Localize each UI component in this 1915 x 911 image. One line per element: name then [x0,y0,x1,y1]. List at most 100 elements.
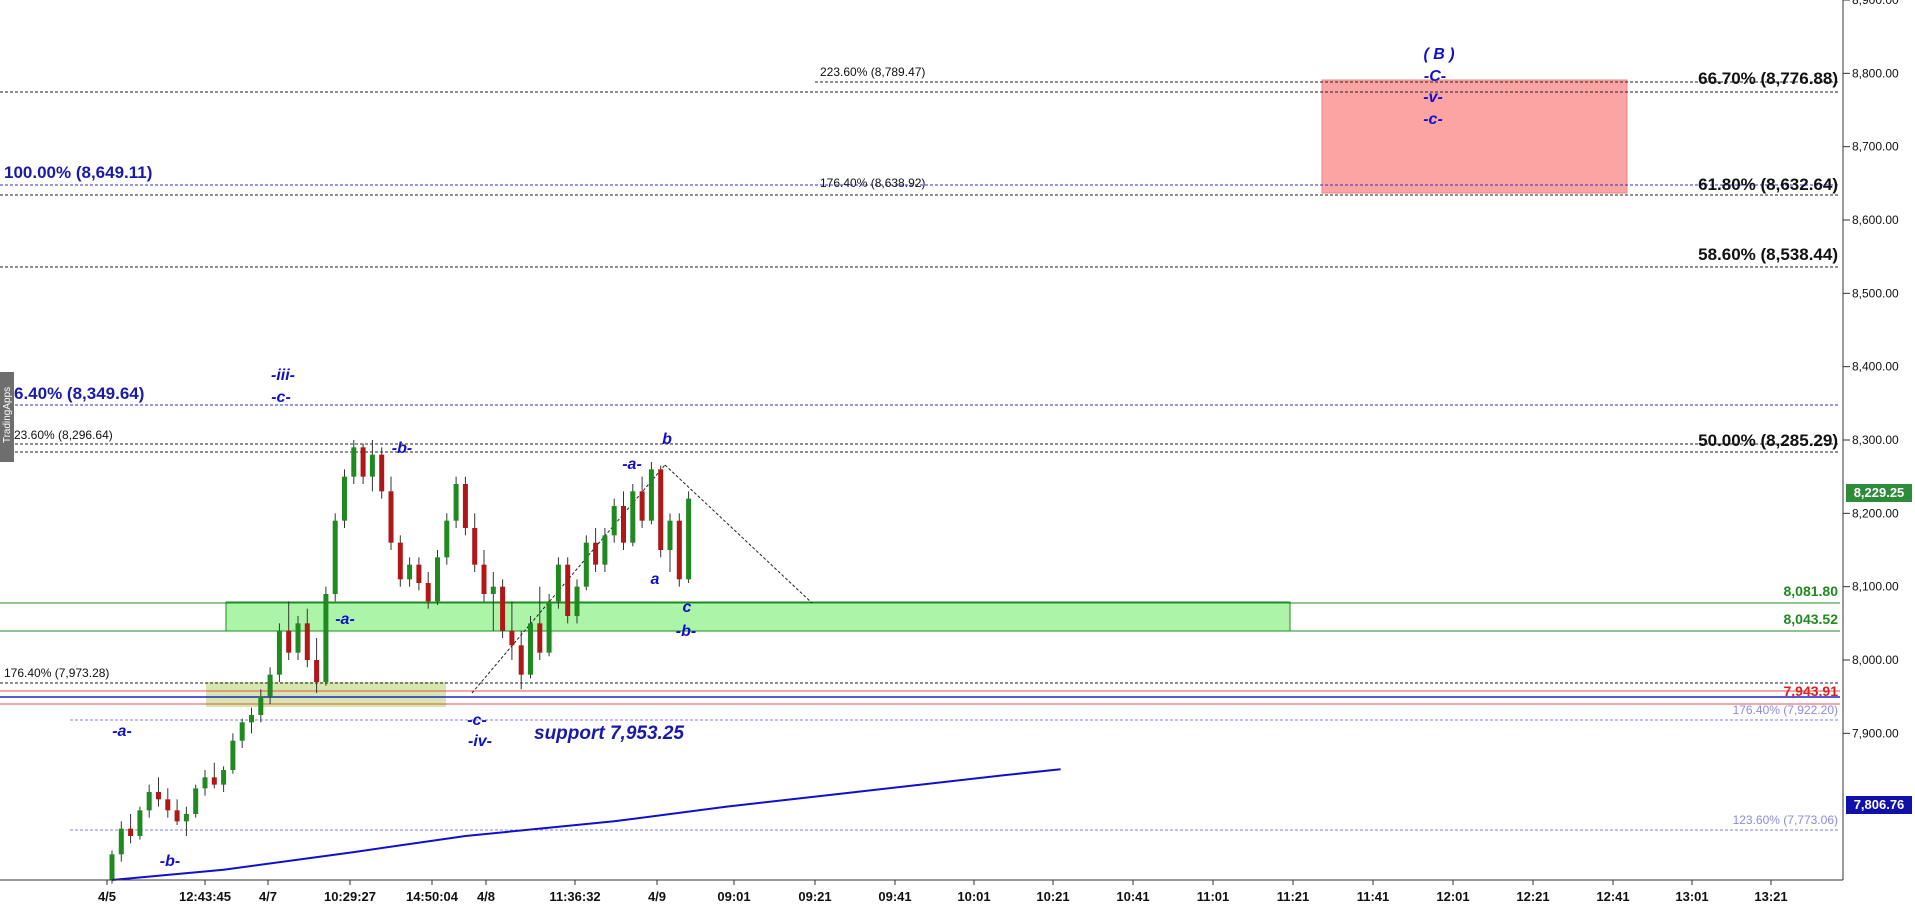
candle-down [593,542,599,565]
candle-down [128,828,134,836]
candle-down [518,645,524,675]
x-tick-label: 4/8 [477,889,495,904]
x-tick-label: 4/7 [259,889,277,904]
candle-up [630,491,636,543]
candlesticks [109,440,692,884]
y-tick-label: 8,300.00 [1852,433,1899,447]
candle-up [611,506,617,536]
candle-up [295,623,301,653]
candle-down [156,792,161,800]
red-target-zone [1321,79,1628,194]
level-label-100: 100.00% (8,649.11) [4,163,152,182]
faint-label-123-6: 123.60% (7,773.06) [1733,813,1838,827]
x-axis-ticks: 4/5 12:43:45 4/7 10:29:27 14:50:04 4/8 11:36:3… [98,880,1788,904]
red-level-label: 7,943.91 [1784,683,1839,699]
wave-label-a-right: -a- [622,456,642,473]
candle-up [146,792,152,811]
y-tick-label: 8,600.00 [1852,213,1899,227]
candle-down [658,469,664,550]
candle-up [193,788,199,814]
wave-label-a-small: a [651,571,660,588]
green-support-zone [225,601,1291,632]
candle-up [276,630,282,675]
wave-label-c-small: c [683,599,692,616]
x-tick-label: 10:21 [1036,889,1069,904]
ma-price-badge: 7,806.76 [1846,796,1912,814]
candle-down [639,491,645,521]
y-tick-label: 8,400.00 [1852,360,1899,374]
candle-down [537,623,543,653]
y-tick-label: 8,500.00 [1852,286,1899,300]
wave-label-b-zone: -b- [676,623,696,640]
x-tick-label: 14:50:04 [406,889,459,904]
candle-down [462,484,468,528]
candle-down [621,506,626,543]
candle-down [481,564,487,594]
candle-down [165,799,171,811]
candle-down [304,623,310,660]
mid-label-176-4: 176.40% (8,638.92) [820,176,925,190]
wave-label-iii: -iii- [271,367,295,384]
candle-down [174,810,180,822]
candle-up [583,542,589,587]
level-label-66-7: 66.70% (8,776.88) [1698,69,1838,88]
candle-up [342,476,347,521]
candle-up [555,564,561,602]
faint-label-176-4: 176.40% (7,922.20) [1733,703,1838,717]
candle-up [323,594,329,682]
candle-up [249,715,254,723]
y-tick-label: 8,200.00 [1852,506,1899,520]
x-tick-label: 12:01 [1436,889,1469,904]
y-tick-label: 7,900.00 [1852,726,1899,740]
zone-label-top: 8,081.80 [1784,583,1839,599]
mid-label-223-6: 223.60% (8,789.47) [820,65,925,79]
x-tick-label: 12:41 [1596,889,1629,904]
candle-down [211,777,217,785]
candle-up [118,828,124,855]
candle-up [686,498,692,580]
wave-label-c-top: -c- [1423,111,1443,128]
y-tick-label: 8,000.00 [1852,653,1899,667]
candle-down [397,542,403,580]
zone-label-bottom: 8,043.52 [1784,611,1839,627]
candle-up [490,586,496,594]
candle-up [546,601,552,653]
x-tick-label: 09:21 [798,889,831,904]
candle-down [565,564,571,616]
wave-labels: ( B ) -C- -v- -c- -iii- -c- -b- -a- b a … [112,46,1454,870]
candle-up [574,586,580,616]
x-tick-label: 11:01 [1197,889,1230,904]
wave-label-B: ( B ) [1423,46,1454,63]
candle-up [435,557,440,602]
wave-label-iv: -iv- [468,733,492,750]
candle-up [137,810,143,836]
candle-up [369,454,375,477]
x-tick-label: 12:21 [1516,889,1549,904]
candle-up [351,447,357,477]
x-tick-label: 09:01 [717,889,750,904]
candle-down [416,564,422,583]
moving-average-line [111,768,1061,881]
candle-up [239,722,245,741]
x-tick-label: 4/9 [648,889,666,904]
y-tick-label: 8,700.00 [1852,140,1899,154]
candle-down [314,660,320,682]
y-tick-label: 8,800.00 [1852,66,1899,80]
wave-label-b-small: b [662,431,672,448]
candle-up [444,520,450,558]
wave-label-c-iv: -c- [467,712,487,729]
tan-zone [206,682,446,707]
wave-label-v: -v- [1423,89,1443,106]
y-axis-ticks: 7,900.00 8,000.00 8,100.00 8,200.00 8,300.00… [1843,0,1899,740]
x-tick-label: 11:36:32 [549,889,600,904]
level-label-50: 50.00% (8,285.29) [1698,431,1838,450]
candle-up [528,623,533,675]
candle-up [667,520,673,550]
candle-up [183,814,189,822]
candle-up [267,674,273,697]
candle-up [332,520,338,594]
level-lines [0,81,1840,831]
wave-label-b-low: -b- [160,853,180,870]
wave-label-C: -C- [1424,68,1446,85]
